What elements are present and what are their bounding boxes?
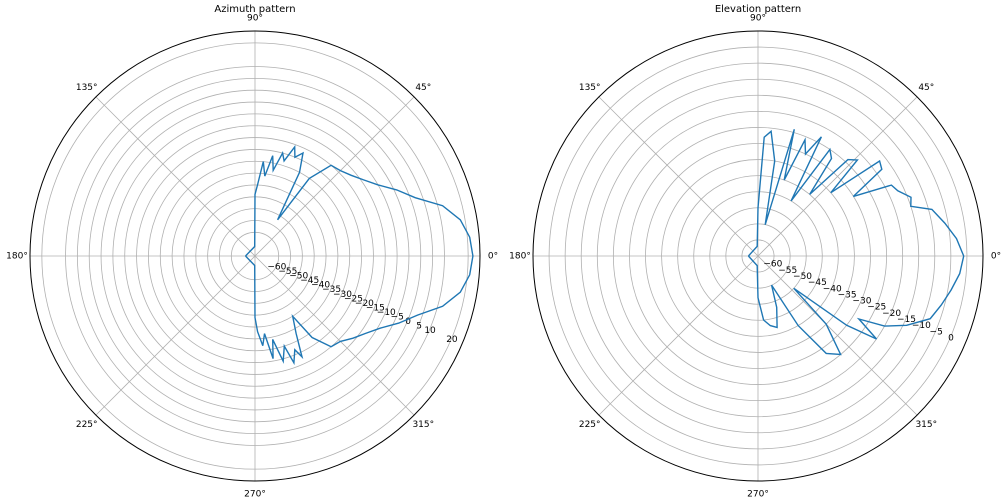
- radial-grid-circle: [548, 46, 968, 466]
- radial-tick-label: −40: [823, 284, 842, 294]
- angle-tick-label: 45°: [918, 83, 934, 93]
- angle-tick-label: 90°: [750, 14, 766, 24]
- polar-frame: [29, 30, 481, 482]
- angular-grid-line: [95, 255, 256, 416]
- radial-grid-circle: [661, 159, 855, 353]
- angle-tick-label: 270°: [244, 490, 266, 500]
- radial-grid-circle: [171, 172, 339, 340]
- radial-tick-label: −10: [912, 321, 931, 331]
- radial-tick-label: −15: [366, 303, 385, 313]
- chart-title: Elevation pattern: [715, 4, 801, 15]
- radial-grid-circle: [612, 110, 904, 402]
- pattern-line: [747, 129, 965, 356]
- radial-grid-circle: [136, 137, 374, 375]
- radial-grid-circle: [564, 62, 952, 450]
- radial-tick-label: −60: [267, 263, 286, 273]
- radial-grid-circle: [159, 160, 351, 352]
- angular-grid-line: [95, 96, 256, 257]
- radial-grid-circle: [580, 78, 936, 434]
- radial-tick-label: −50: [793, 272, 812, 282]
- radial-tick-label: 10: [424, 326, 436, 336]
- radial-tick-label: −50: [289, 272, 308, 282]
- radial-tick-label: −55: [278, 267, 297, 277]
- radial-tick-label: 20: [446, 335, 458, 345]
- angle-tick-label: 225°: [579, 420, 601, 430]
- radial-grid-circle: [677, 175, 839, 337]
- angular-grid-line: [254, 96, 415, 257]
- radial-tick-label: −30: [852, 297, 871, 307]
- angular-grid-line: [254, 255, 415, 416]
- radial-tick-label: 5: [416, 321, 422, 331]
- angle-tick-label: 45°: [415, 83, 431, 93]
- radial-tick-label: 0: [405, 317, 411, 327]
- radial-grid-circle: [65, 66, 445, 446]
- chart-title: Azimuth pattern: [214, 4, 295, 15]
- angle-tick-label: 90°: [247, 14, 263, 24]
- radial-grid-circle: [124, 125, 386, 387]
- angle-tick-label: 0°: [991, 252, 1001, 262]
- radial-tick-label: 0: [948, 333, 954, 343]
- angle-tick-label: 315°: [915, 420, 937, 430]
- radial-grid-circle: [596, 94, 920, 418]
- radial-grid-circle: [88, 89, 422, 423]
- radial-tick-label: −30: [333, 290, 352, 300]
- radial-tick-label: −25: [344, 294, 363, 304]
- radial-grid-circle: [645, 143, 871, 369]
- radial-tick-label: −20: [882, 309, 901, 319]
- radial-tick-label: −60: [763, 260, 782, 270]
- angle-tick-label: 180°: [509, 252, 531, 262]
- radial-tick-label: −5: [391, 312, 404, 322]
- radial-grid-circle: [100, 101, 410, 411]
- radial-grid-circle: [112, 113, 398, 399]
- radial-grid-circle: [693, 191, 823, 321]
- radial-tick-label: −35: [838, 290, 857, 300]
- radial-tick-label: −10: [377, 308, 396, 318]
- radial-tick-label: −25: [867, 303, 886, 313]
- radial-tick-label: −35: [322, 285, 341, 295]
- radial-tick-label: −15: [897, 315, 916, 325]
- angle-tick-label: 0°: [488, 252, 498, 262]
- pattern-line: [244, 144, 474, 366]
- polar-frame: [532, 30, 984, 482]
- angle-tick-label: 135°: [76, 83, 98, 93]
- angle-tick-label: 270°: [747, 490, 769, 500]
- radial-tick-label: −40: [311, 281, 330, 291]
- radial-grid-circle: [148, 149, 362, 363]
- radial-grid-circle: [629, 127, 887, 385]
- radial-grid-circle: [183, 184, 327, 328]
- angle-tick-label: 315°: [412, 420, 434, 430]
- radial-tick-label: −55: [778, 266, 797, 276]
- radial-tick-label: −5: [930, 327, 943, 337]
- radial-grid-circle: [76, 77, 434, 435]
- radial-grid-circle: [41, 42, 469, 470]
- radial-tick-label: −45: [808, 278, 827, 288]
- angle-tick-label: 180°: [6, 252, 28, 262]
- radial-tick-label: −20: [355, 299, 374, 309]
- radial-tick-label: −45: [300, 276, 319, 286]
- angle-tick-label: 225°: [76, 420, 98, 430]
- angle-tick-label: 135°: [579, 83, 601, 93]
